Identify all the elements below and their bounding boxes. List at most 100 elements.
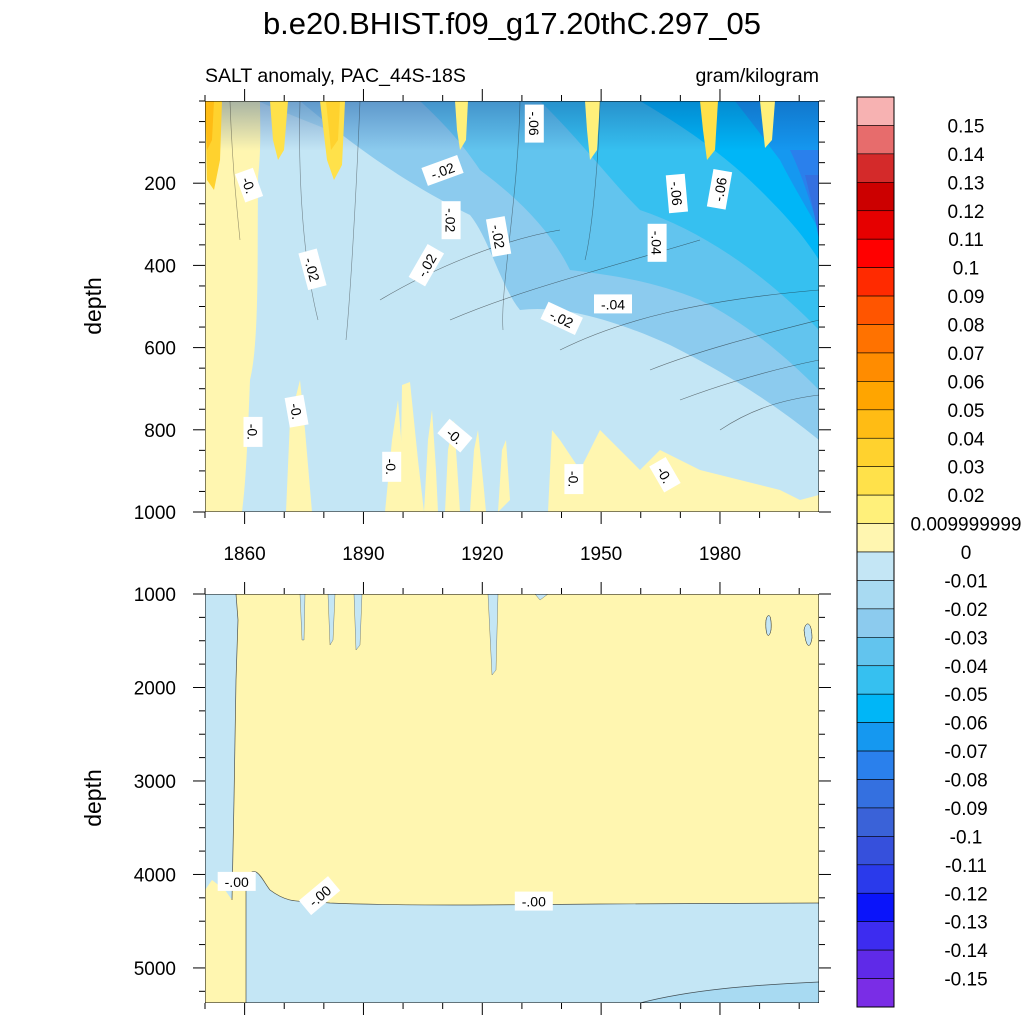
contour-label-bg [298,876,341,916]
colorbar-label: -0.12 [944,884,987,905]
contour-label: -.06 [524,104,544,143]
contour-label-bg [647,223,667,262]
contour-label-bg [217,871,256,891]
colorbar-label: -0.07 [944,742,987,763]
contour-label-bg [706,168,733,210]
contour-label: -0. [243,416,263,447]
colorbar-label: 0.15 [948,116,985,137]
colorbar-label: 0.03 [948,458,985,479]
colorbar-label: -0.08 [944,771,987,792]
contour-label: -.02 [441,201,461,240]
colorbar-label: -0.15 [944,970,987,991]
contour-label-bg [594,294,632,314]
colorbar-label: -0.01 [944,571,987,592]
contour-label-text: -.00 [522,894,546,910]
colorbar-swatch [856,381,895,411]
colorbar-label: 0.09 [948,287,985,308]
contour-label-bg [564,464,584,495]
contour-label: -.06 [665,173,689,214]
contour-label-bg [284,394,309,428]
colorbar-swatch [856,665,895,695]
colorbar-label: -0.14 [944,941,988,962]
y-tick-label: 1000 [134,503,176,524]
colorbar-swatch [856,779,895,809]
contour-label-text: -0. [653,464,675,486]
colorbar-label: -0.13 [944,913,987,934]
contour-label-text: -.00 [225,874,249,890]
lower-y-axis-label: depth [80,769,106,827]
colorbar-swatch [856,722,895,752]
y-tick-label: 5000 [134,959,176,980]
contour-label-text: -0. [287,402,306,421]
x-tick-label: 1950 [580,544,622,565]
colorbar-swatch [856,238,895,268]
x-tick-label: 1920 [461,544,503,565]
contour-label-text: -.06 [526,112,542,136]
contour-label: -0. [235,167,264,203]
contour-label: -.04 [594,294,632,314]
colorbar-swatch [856,125,895,155]
contour-label: -.06 [706,168,733,210]
y-tick-label: 2000 [134,678,176,699]
colorbar-swatch [856,324,895,354]
contour-label-text: -0. [383,459,399,475]
contour-label: -0. [437,418,473,453]
colorbar-swatch [856,153,895,183]
contour-label-bg [524,104,544,143]
y-tick-label: 200 [144,174,176,195]
contour-label-text: -.04 [649,231,665,255]
contour-label-bg [437,418,473,453]
colorbar-swatch [856,437,895,467]
colorbar-label: 0.12 [948,202,985,223]
colorbar-swatch [856,750,895,780]
colorbar-swatch [856,182,895,212]
colorbar-swatch [856,892,895,922]
contour-label-text: -.06 [667,181,685,207]
colorbar-label: -0.02 [944,600,987,621]
colorbar-label: 0.009999999 [911,515,1022,536]
contour-label: -.04 [647,223,667,262]
contour-label-bg [485,216,512,257]
upper-contour-field [205,101,819,512]
colorbar-swatch [856,580,895,610]
colorbar-frame [856,96,895,1008]
colorbar-label: 0.07 [948,344,985,365]
contour-label-text: -.06 [710,176,730,203]
upper-panel: 200 400 600 800 1000 -.06 -.02 -0. -.02 -.02 -.06… [80,89,831,524]
colorbar-label: -0.11 [945,856,987,877]
contour-label: -0. [382,451,402,482]
colorbar-label: -0.03 [944,628,987,649]
colorbar-label: 0.06 [948,372,985,393]
colorbar-label: -0.09 [944,799,987,820]
colorbar: 0.15 0.14 0.13 0.12 0.11 0.1 0.09 0.08 0.07 0.06 0… [856,96,1022,1008]
contour-label-text: -.04 [601,296,625,312]
contour-label-text: -0. [245,424,261,440]
colorbar-swatch [856,210,895,240]
colorbar-swatch [856,637,895,667]
contour-label-text: -.02 [443,208,459,232]
colorbar-swatch [856,352,895,382]
contour-label-bg [421,155,464,186]
colorbar-label: -0.1 [950,827,983,848]
colorbar-swatch [856,608,895,638]
contour-label-bg [235,167,264,203]
colorbar-swatch [856,96,895,126]
contour-label-bg [382,451,402,482]
upper-tick-group: 200 400 600 800 1000 [134,89,831,524]
x-tick-label: 1890 [342,544,384,565]
chart-subtitle-left: SALT anomaly, PAC_44S-18S [205,65,466,87]
chart-subtitle-right: gram/kilogram [695,65,819,87]
colorbar-label: 0.04 [948,429,985,450]
contour-label: -.00 [217,871,256,891]
contour-label-bg [665,173,689,214]
contour-label: -0. [649,457,681,493]
contour-label: -.02 [298,248,327,291]
contour-label: -.02 [421,155,464,186]
colorbar-swatch [856,978,895,1008]
colorbar-swatch [856,494,895,524]
contour-label-text: -.02 [301,256,323,284]
colorbar-swatch [856,807,895,837]
contour-label-bg [514,891,553,911]
upper-y-axis-label: depth [80,277,106,335]
colorbar-swatch [856,295,895,325]
